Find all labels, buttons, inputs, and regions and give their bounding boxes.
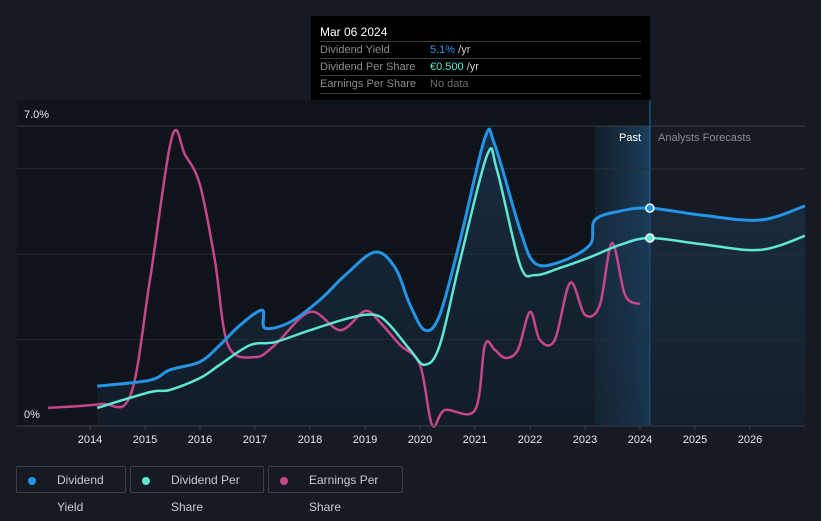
legend-dot-icon bbox=[28, 477, 36, 485]
tooltip-value: €0.500 bbox=[430, 61, 464, 73]
tooltip-value: No data bbox=[430, 78, 469, 90]
x-tick-label: 2021 bbox=[463, 434, 487, 446]
y-tick-label: 7.0% bbox=[24, 109, 49, 121]
tooltip-label: Dividend Per Share bbox=[320, 61, 416, 73]
series-line-dividend-yield bbox=[96, 127, 806, 388]
legend-dividend-yield[interactable]: Dividend Yield bbox=[16, 466, 126, 514]
tooltip-label: Dividend Yield bbox=[320, 44, 390, 56]
x-tick-label: 2014 bbox=[78, 434, 102, 446]
tooltip-date: Mar 06 2024 bbox=[320, 25, 388, 39]
x-tick-label: 2024 bbox=[628, 434, 652, 446]
tooltip-unit: /yr bbox=[463, 61, 479, 73]
tooltip: Mar 06 2024 Dividend Yield 5.1% /yr Divi… bbox=[311, 16, 650, 100]
x-tick-label: 2022 bbox=[518, 434, 542, 446]
forecast-label: Analysts Forecasts bbox=[658, 132, 751, 144]
highlight-point bbox=[645, 203, 655, 213]
tooltip-row-dividend-yield: Dividend Yield 5.1% /yr bbox=[320, 41, 641, 59]
tooltip-label: Earnings Per Share bbox=[320, 78, 416, 90]
tooltip-value: 5.1% bbox=[430, 44, 456, 56]
x-tick-label: 2019 bbox=[353, 434, 377, 446]
tooltip-unit: /yr bbox=[455, 44, 471, 56]
x-tick-label: 2018 bbox=[298, 434, 322, 446]
highlight-point bbox=[645, 233, 655, 243]
series-line-dividend-per-share bbox=[96, 147, 806, 410]
legend-earnings-per-share[interactable]: Earnings Per Share bbox=[268, 466, 403, 514]
legend-dot-icon bbox=[280, 477, 288, 485]
tooltip-row-dividend-per-share: Dividend Per Share €0.500 /yr bbox=[320, 58, 641, 76]
past-label: Past bbox=[619, 132, 642, 144]
x-tick-label: 2025 bbox=[683, 434, 707, 446]
x-tick-label: 2017 bbox=[243, 434, 267, 446]
x-tick-label: 2026 bbox=[738, 434, 762, 446]
x-tick-label: 2023 bbox=[573, 434, 597, 446]
x-tick-label: 2020 bbox=[408, 434, 432, 446]
x-tick-label: 2015 bbox=[133, 434, 157, 446]
legend-dot-icon bbox=[142, 477, 150, 485]
chart: 2014 2015 2016 2017 2018 2019 2020 2021 2022 2023… bbox=[17, 100, 806, 446]
tooltip-row-earnings-per-share: Earnings Per Share No data bbox=[320, 75, 641, 94]
legend-dividend-per-share[interactable]: Dividend Per Share bbox=[130, 466, 264, 514]
x-tick-label: 2016 bbox=[188, 434, 212, 446]
y-tick-label: 0% bbox=[24, 409, 40, 421]
